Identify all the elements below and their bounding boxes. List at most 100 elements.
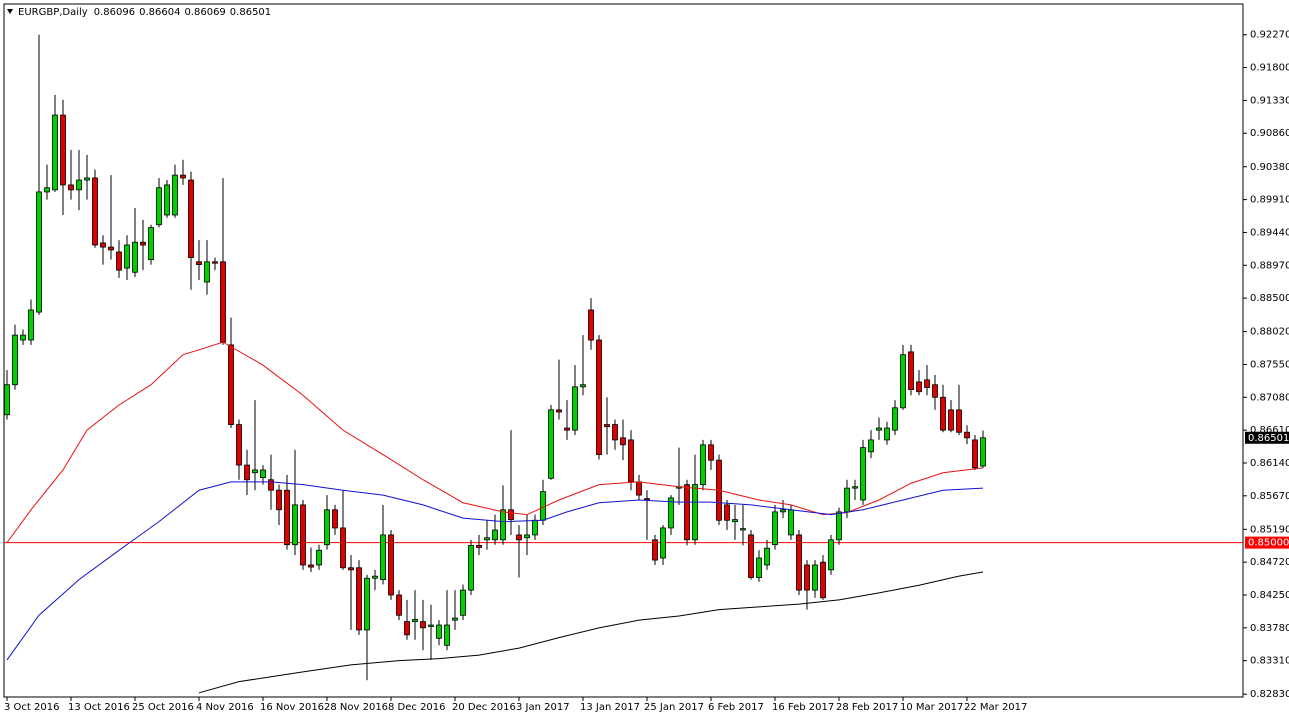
candle-body xyxy=(724,504,730,521)
candle-body xyxy=(452,617,458,621)
candle-body xyxy=(284,489,290,546)
candle-body xyxy=(684,484,690,541)
candle-body xyxy=(612,424,618,441)
candle-body xyxy=(92,177,98,246)
candle-body xyxy=(876,427,882,431)
x-tick-label: 22 Mar 2017 xyxy=(964,702,1027,713)
candle-body xyxy=(556,409,562,413)
y-tick-label: 0.89910 xyxy=(1250,195,1289,206)
candle-body xyxy=(84,177,90,181)
candle-body xyxy=(620,437,626,446)
candle-body xyxy=(980,437,986,467)
y-tick-label: 0.87550 xyxy=(1250,359,1289,370)
candle-body xyxy=(260,469,266,479)
candle-body xyxy=(756,557,762,578)
x-tick-label: 13 Oct 2016 xyxy=(68,702,130,713)
y-tick-label: 0.90860 xyxy=(1250,128,1289,139)
candle-body xyxy=(844,487,850,513)
candle-body xyxy=(548,409,554,479)
candle-body xyxy=(476,545,482,548)
candle-body xyxy=(692,484,698,541)
candle-body xyxy=(460,589,466,616)
candle-body xyxy=(772,511,778,546)
y-tick-label: 0.88500 xyxy=(1250,293,1289,304)
candle-body xyxy=(116,251,122,271)
candle-body xyxy=(868,439,874,453)
candle-body xyxy=(428,624,434,627)
y-tick-label: 0.85670 xyxy=(1250,491,1289,502)
low-value: 0.86069 xyxy=(184,7,225,18)
x-tick-label: 4 Nov 2016 xyxy=(196,702,254,713)
candle-body xyxy=(100,242,106,248)
candle-body xyxy=(804,564,810,591)
candle-body xyxy=(412,619,418,622)
candle-body xyxy=(796,534,802,591)
x-tick-label: 25 Oct 2016 xyxy=(132,702,194,713)
candle-body xyxy=(628,439,634,483)
candle-body xyxy=(828,539,834,571)
y-tick-label: 0.90380 xyxy=(1250,162,1289,173)
y-tick-label: 0.87080 xyxy=(1250,392,1289,403)
candle-body xyxy=(164,184,170,216)
candle-body xyxy=(588,309,594,341)
candle-body xyxy=(972,439,978,469)
y-tick-label: 0.84720 xyxy=(1250,557,1289,568)
y-tick-label: 0.91330 xyxy=(1250,95,1289,106)
x-tick-label: 16 Nov 2016 xyxy=(260,702,324,713)
chart-title: EURGBP,Daily xyxy=(18,7,88,18)
price-label-box xyxy=(1245,431,1289,444)
candle-body xyxy=(300,504,306,566)
candle-body xyxy=(604,424,610,428)
candle-body xyxy=(212,261,218,264)
candle-body xyxy=(964,431,970,439)
x-tick-label: 10 Mar 2017 xyxy=(900,702,963,713)
candle-body xyxy=(308,564,314,568)
y-tick-label: 0.83310 xyxy=(1250,656,1289,667)
candle-body xyxy=(524,534,530,539)
candle-body xyxy=(188,179,194,258)
candle-body xyxy=(788,509,794,536)
x-tick-label: 28 Feb 2017 xyxy=(836,702,898,713)
candle-body xyxy=(36,191,42,313)
candle-body xyxy=(564,427,570,431)
candle-body xyxy=(884,427,890,441)
y-tick-label: 0.88020 xyxy=(1250,327,1289,338)
menu-triangle[interactable] xyxy=(7,9,13,14)
y-tick-label: 0.92270 xyxy=(1250,30,1289,41)
candle-body xyxy=(420,621,426,629)
candle-body xyxy=(332,509,338,529)
candle-body xyxy=(636,481,642,496)
candle-body xyxy=(180,174,186,179)
y-tick-label: 0.82830 xyxy=(1250,689,1289,700)
x-tick-label: 8 Dec 2016 xyxy=(388,702,446,713)
candle-body xyxy=(924,379,930,388)
candle-body xyxy=(60,114,66,186)
candle-body xyxy=(396,594,402,616)
open-value: 0.86096 xyxy=(94,7,135,18)
candle-body xyxy=(324,509,330,546)
candle-body xyxy=(852,486,858,489)
candle-body xyxy=(596,339,602,455)
candle-body xyxy=(572,386,578,431)
candle-body xyxy=(644,498,650,501)
moving-average xyxy=(6,481,984,661)
level-label-box xyxy=(1245,536,1289,549)
candle-body xyxy=(436,624,442,639)
y-tick-label: 0.88970 xyxy=(1250,260,1289,271)
candle-body xyxy=(316,549,322,566)
y-tick-label: 0.86610 xyxy=(1250,425,1289,436)
candle-body xyxy=(508,509,514,520)
candle-body xyxy=(12,334,18,386)
x-tick-label: 28 Nov 2016 xyxy=(324,702,388,713)
candle-body xyxy=(20,334,26,341)
high-value: 0.86604 xyxy=(139,7,180,18)
candle-body xyxy=(940,396,946,431)
candle-body xyxy=(4,384,10,416)
x-tick-label: 3 Oct 2016 xyxy=(4,702,59,713)
plot-frame xyxy=(3,3,1244,698)
candle-body xyxy=(916,381,922,393)
candle-body xyxy=(652,539,658,561)
x-tick-label: 6 Feb 2017 xyxy=(708,702,764,713)
candle-body xyxy=(540,491,546,521)
y-tick-label: 0.86140 xyxy=(1250,458,1289,469)
